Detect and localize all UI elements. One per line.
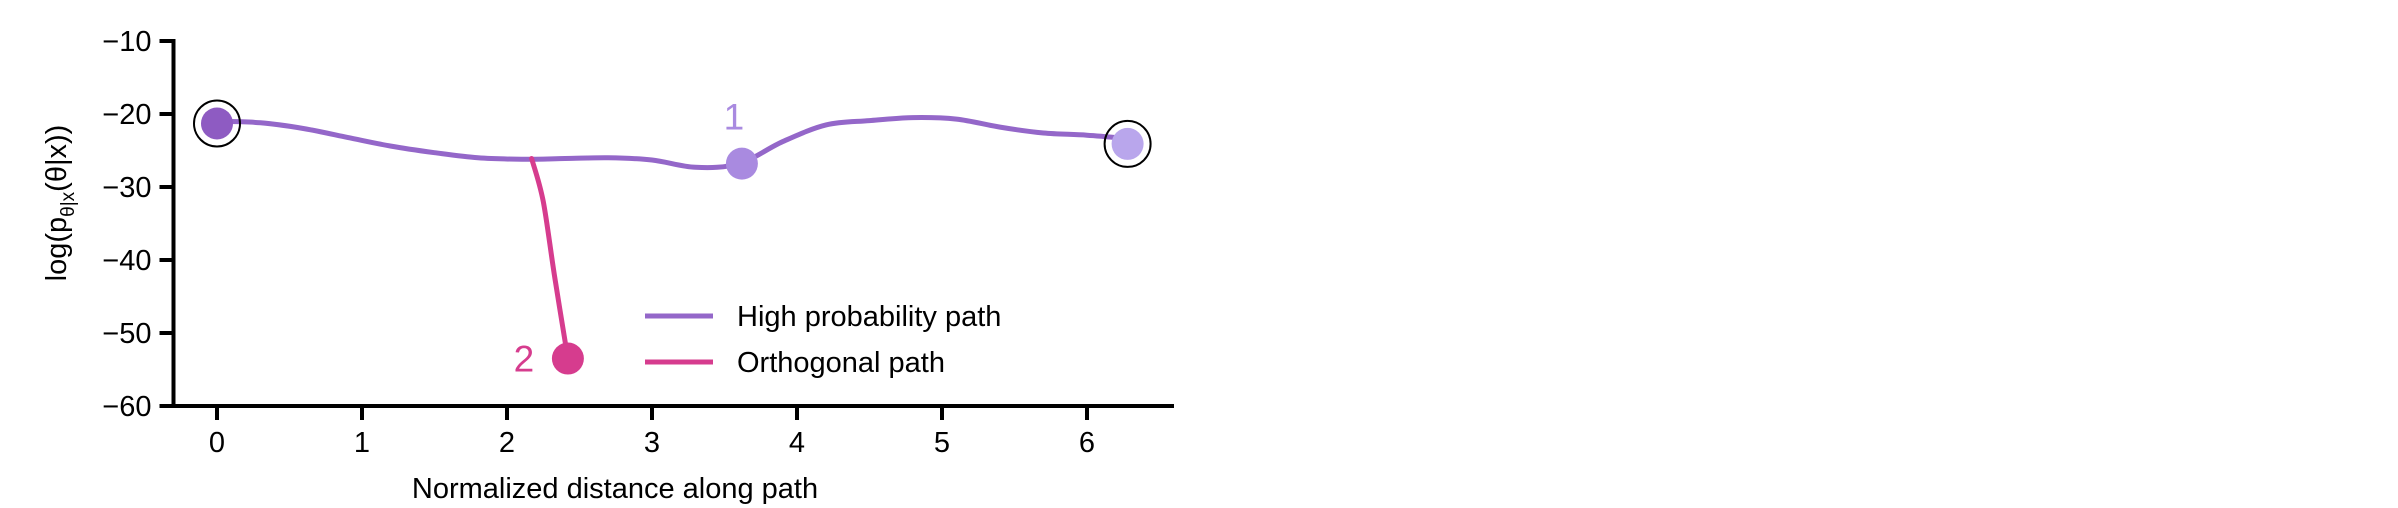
y-tick-label: −20 [102,99,151,131]
y-axis-label-suffix: (θ|x)) [41,125,73,192]
x-tick-label: 1 [354,427,370,459]
legend-entry-orthogonal-label: Orthogonal path [737,347,945,379]
y-axis-label: log(pθ|x(θ|x)) [41,125,79,282]
y-tick-label: −60 [102,391,151,423]
axes: −10−20−30−40−50−600 1 2 3 4 5 6 [102,26,1174,459]
point-marker [725,147,758,180]
x-tick-label: 6 [1079,427,1095,459]
endpoint-ring [193,99,241,148]
point-marker [1111,127,1144,160]
x-axis-label: Normalized distance along path [412,473,818,505]
y-axis-label-prefix: log(p [41,217,73,282]
y-tick-label: −30 [102,172,151,204]
endpoint-ring [1103,119,1152,168]
legend-entry-high-probability-label: High probability path [737,301,1001,333]
x-tick-label: 4 [789,427,805,459]
point-marker [551,342,584,375]
y-tick-label: −10 [102,26,151,58]
high-probability-path-line [214,115,1133,171]
plot-area [214,115,1133,362]
x-tick-label: 3 [644,427,660,459]
y-axis-label-subscript: θ|x [58,191,79,217]
x-tick-label: 5 [934,427,950,459]
point-marker [201,107,233,140]
x-tick-label: 2 [499,427,515,459]
point-label: 1 [724,97,745,138]
y-tick-label: −40 [102,245,151,277]
x-tick-label: 0 [209,427,225,459]
y-tick-label: −50 [102,318,151,350]
point-label: 2 [514,339,535,380]
markers: 12 [193,97,1152,380]
legend: High probability path Orthogonal path [645,301,1001,379]
orthogonal-path-line [529,156,571,362]
